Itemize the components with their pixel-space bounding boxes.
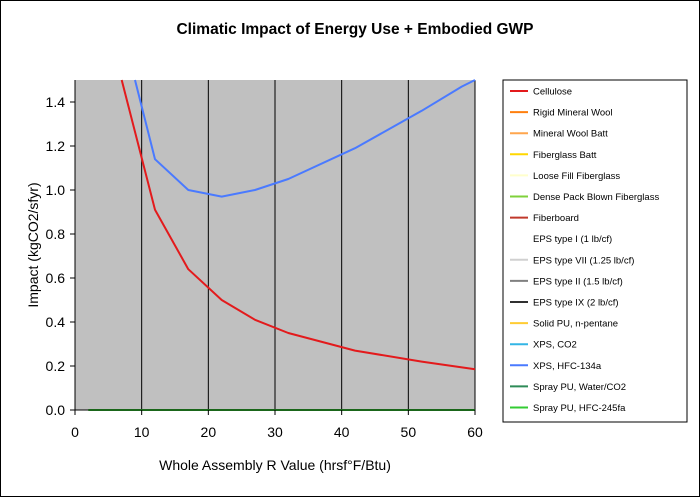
y-axis-label: Impact (kgCO2/sfyr) [25,182,41,307]
legend-label-0: Cellulose [533,87,572,98]
y-tick-label: 0.8 [46,226,66,242]
legend-label-5: Dense Pack Blown Fiberglass [533,192,659,203]
x-tick-labels: 0 10 20 30 40 50 60 [71,410,483,440]
gridlines [141,80,476,410]
x-tick-label: 40 [334,424,350,440]
y-tick-label: 0.2 [46,358,66,374]
legend-label-12: XPS, CO2 [533,340,577,351]
series-line-13 [134,79,476,198]
y-tick-labels: 0.0 0.2 0.4 0.6 0.8 1.0 1.2 1.4 [46,94,75,418]
legend-label-3: Fiberglass Batt [533,150,597,161]
legend-box [502,79,688,423]
y-tick-label: 1.4 [46,94,66,110]
legend-label-7: EPS type I (1 lb/cf) [533,234,612,245]
x-axis-label: Whole Assembly R Value (hrsf°F/Btu) [159,457,391,473]
y-tick-label: 1.2 [46,138,66,154]
x-tick-label: 0 [71,424,79,440]
legend-label-8: EPS type VII (1.25 lb/cf) [533,255,634,266]
legend-label-9: EPS type II (1.5 lb/cf) [533,276,623,287]
x-tick-label: 30 [267,424,283,440]
chart-title: Climatic Impact of Energy Use + Embodied… [176,21,533,38]
legend-label-13: XPS, HFC-134a [533,361,602,372]
legend-label-4: Loose Fill Fiberglass [533,171,620,182]
x-tick-label: 20 [201,424,217,440]
y-tick-label: 0.6 [46,270,66,286]
y-tick-label: 0.0 [46,402,66,418]
legend-label-14: Spray PU, Water/CO2 [533,382,626,393]
y-tick-label: 1.0 [46,182,66,198]
legend-label-6: Fiberboard [533,213,579,224]
legend: Cellulose Rigid Mineral Wool Mineral Wool … [510,87,659,414]
legend-label-1: Rigid Mineral Wool [533,108,613,119]
y-tick-label: 0.4 [46,314,66,330]
legend-label-15: Spray PU, HFC-245fa [533,403,626,414]
x-tick-label: 10 [134,424,150,440]
legend-label-11: Solid PU, n-pentane [533,319,618,330]
legend-label-2: Mineral Wool Batt [533,129,608,140]
legend-label-10: EPS type IX (2 lb/cf) [533,298,619,309]
x-tick-label: 50 [401,424,417,440]
series-line-0 [120,79,476,371]
x-tick-label: 60 [467,424,483,440]
